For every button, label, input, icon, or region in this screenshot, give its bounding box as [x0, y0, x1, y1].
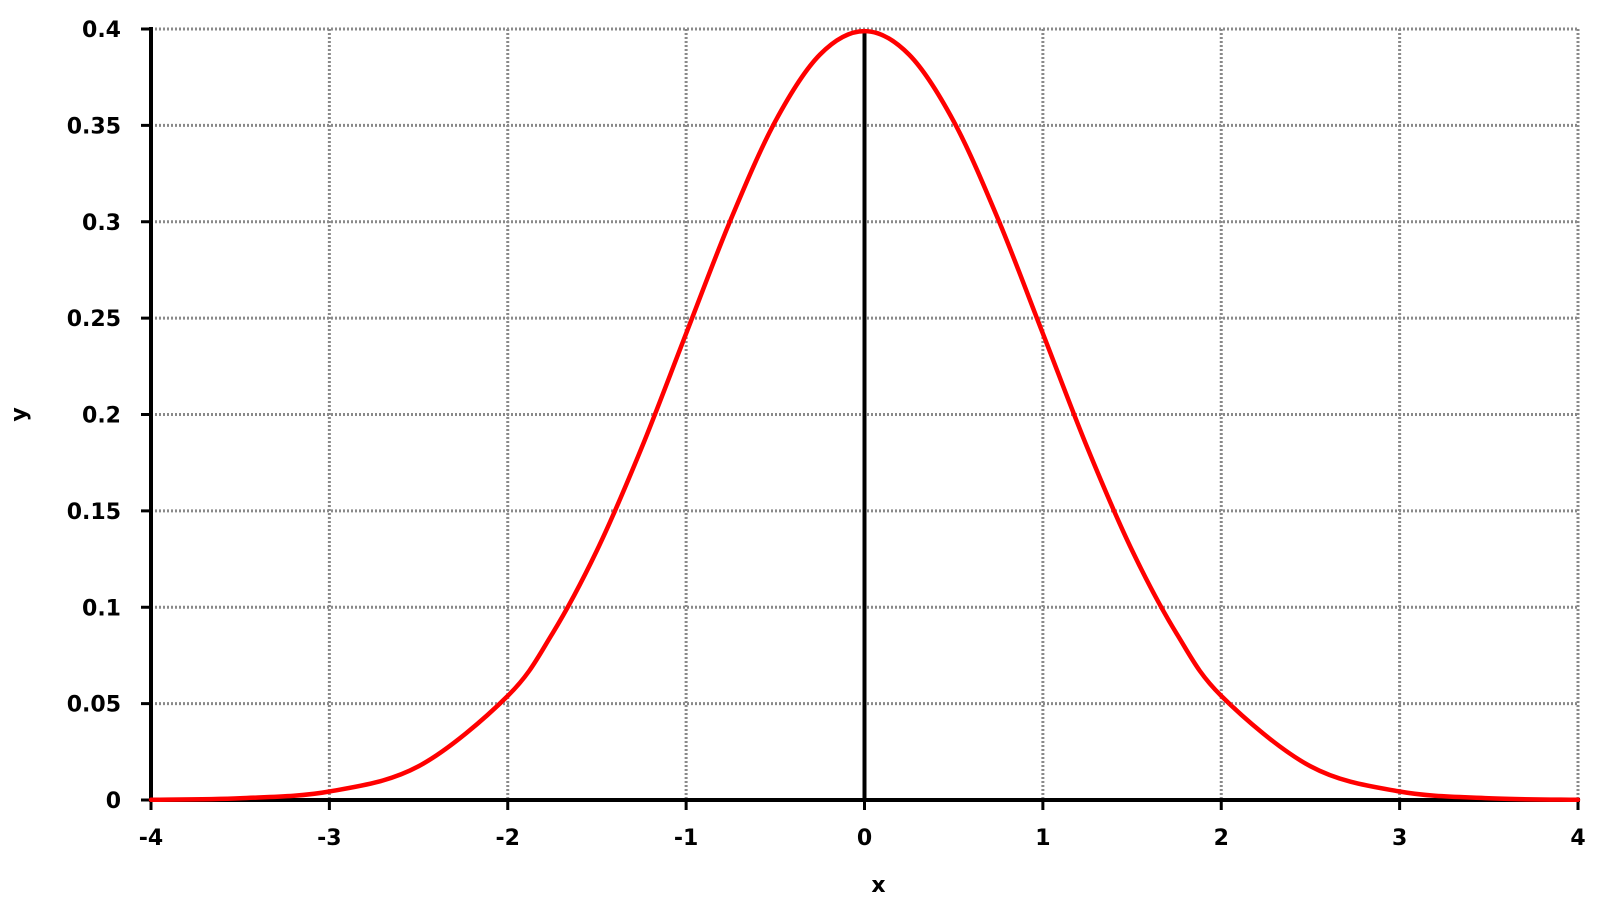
y-tick-label: 0.4 — [82, 18, 121, 43]
y-tick-label: 0.25 — [67, 307, 121, 332]
x-tick-label: -1 — [674, 826, 698, 851]
y-tick-label: 0 — [106, 789, 121, 814]
x-tick-label: 1 — [1035, 826, 1050, 851]
x-tick-label: -4 — [139, 826, 163, 851]
y-tick-label: 0.35 — [67, 114, 121, 139]
axes — [141, 27, 1580, 810]
series-line — [148, 28, 1581, 803]
x-tick-label: 0 — [857, 826, 872, 851]
y-tick-label: 0.15 — [67, 500, 121, 525]
x-tick-label: 2 — [1214, 826, 1229, 851]
series-layer — [148, 28, 1581, 803]
x-tick-label: -3 — [317, 826, 341, 851]
y-axis-title: y — [7, 407, 32, 421]
tick-labels: -4 -3 -2 -1 0 1 2 3 4 0 0.05 0.1 0.15 0.2 0.25 0.3 0.35 0… — [67, 18, 1586, 851]
y-tick-label: 0.3 — [82, 211, 121, 236]
x-tick-label: 4 — [1570, 826, 1585, 851]
y-tick-label: 0.1 — [82, 596, 121, 621]
x-tick-label: 3 — [1392, 826, 1407, 851]
x-axis-title: x — [871, 873, 885, 898]
x-tick-label: -2 — [496, 826, 520, 851]
y-tick-label: 0.05 — [67, 693, 121, 718]
y-tick-label: 0.2 — [82, 404, 121, 429]
